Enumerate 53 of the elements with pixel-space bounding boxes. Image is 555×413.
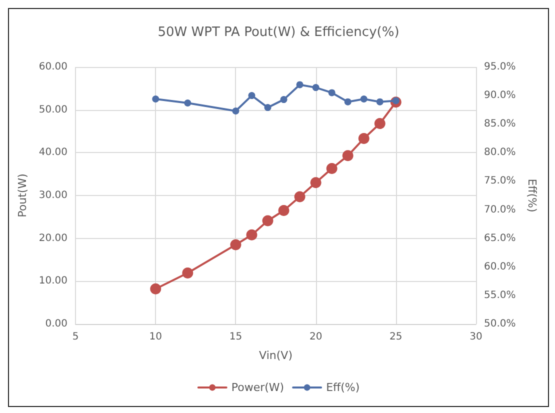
y-axis-title: Pout(W) [16, 174, 29, 218]
point [294, 191, 306, 202]
point [360, 95, 368, 102]
point [326, 163, 338, 174]
y2-tick-label: 75.0% [484, 176, 516, 187]
point [342, 150, 354, 162]
y-tick-label: 30.00 [38, 190, 68, 201]
y2-tick-label: 50.0% [484, 318, 516, 330]
chart-title: 50W WPT PA Pout(W) & Efficiency(%) [158, 25, 400, 40]
point [358, 133, 370, 144]
point [310, 177, 322, 188]
legend-label: Eff(%) [326, 381, 360, 394]
point [232, 107, 240, 114]
x-tick-label: 25 [390, 332, 402, 342]
x-tick-label: 5 [72, 332, 79, 342]
point [280, 96, 288, 104]
legend-label: Power(W) [231, 381, 284, 394]
y2-tick-label: 65.0% [484, 232, 516, 244]
y2-tick-label: 55.0% [484, 290, 516, 301]
y-tick-label: 10.00 [38, 276, 68, 287]
y-tick-label: 40.00 [38, 147, 68, 158]
y-tick-label: 0.00 [45, 318, 68, 330]
point [246, 229, 258, 240]
point [296, 81, 304, 88]
point [374, 118, 386, 130]
point [152, 95, 160, 102]
y2-tick-label: 70.0% [484, 204, 516, 216]
point [230, 239, 242, 250]
x-axis-title: Vin(V) [259, 349, 292, 362]
point [376, 98, 384, 106]
point [312, 84, 320, 92]
y-tick-label: 20.00 [38, 232, 68, 244]
point [262, 215, 274, 226]
point [248, 92, 256, 100]
x-tick-label: 30 [470, 332, 482, 342]
point [344, 98, 352, 106]
x-tick-label: 20 [309, 332, 322, 342]
point [328, 89, 336, 96]
point [150, 283, 162, 294]
y2-tick-label: 60.0% [484, 261, 516, 272]
point [264, 104, 272, 112]
y2-tick-label: 85.0% [484, 118, 516, 130]
y-tick-label: 60.00 [38, 62, 68, 72]
y2-axis-title: Eff(%) [526, 178, 539, 212]
y2-tick-label: 95.0% [484, 62, 516, 72]
y-tick-label: 50.00 [38, 104, 68, 116]
point [182, 268, 194, 279]
y2-tick-label: 80.0% [484, 147, 516, 158]
x-tick-label: 15 [229, 332, 242, 342]
y2-tick-label: 90.0% [484, 90, 516, 102]
point [278, 204, 290, 216]
x-tick-label: 10 [149, 332, 162, 342]
point [184, 99, 192, 106]
